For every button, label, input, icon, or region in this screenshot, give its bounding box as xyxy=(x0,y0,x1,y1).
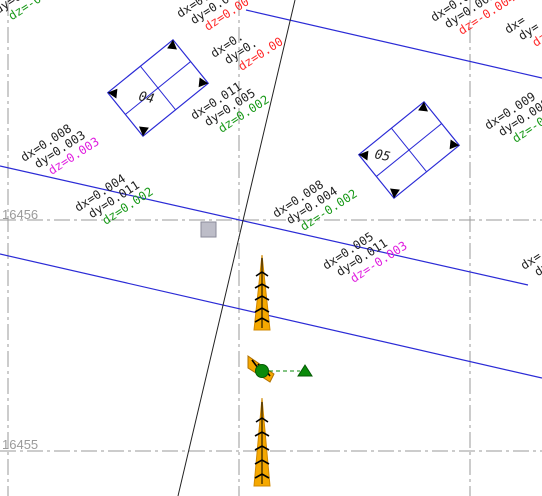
corner-arrowhead xyxy=(198,77,209,88)
direction-triangle-icon xyxy=(297,364,313,377)
box-center-line xyxy=(125,61,191,115)
annotation-top-left: dy=0.0dz=-0.0 xyxy=(0,0,56,27)
box-center-line xyxy=(376,123,442,177)
corner-arrowhead xyxy=(107,88,118,99)
survey-marker-bottom[interactable] xyxy=(253,397,271,487)
polyline-segment[interactable] xyxy=(245,9,542,79)
annotation-edge-right-top: dx=dy=dz= xyxy=(502,4,542,58)
annotation-center-2: dx=0.005dy=0.011dz=-0.003 xyxy=(320,217,410,295)
corner-arrowhead xyxy=(358,150,369,161)
annotation-edge-right-bottom: dx=dy=dz= xyxy=(518,240,542,294)
survey-marker-top[interactable] xyxy=(253,254,271,331)
line-group xyxy=(0,9,542,379)
box-label-04: 04 xyxy=(137,89,155,107)
spike-hatch xyxy=(254,271,270,323)
corner-arrowhead xyxy=(418,101,428,112)
annotation-right-1: dx=0.009dy=0.008dz=-0.0 xyxy=(482,85,542,155)
annotation-left-2: dx=0.004dy=0.011dz=0.002 xyxy=(72,163,156,237)
reference-line[interactable] xyxy=(177,0,296,496)
annotation-left-1: dx=0.008dy=0.003dz=0.003 xyxy=(18,113,102,187)
corner-arrowhead xyxy=(390,188,400,199)
spike-hatch xyxy=(254,417,270,479)
corner-arrowhead xyxy=(167,39,177,50)
deviation-annotations: dy=0.0dz=-0.0dx=0.0dy=0.0dz=0.00dx=0.dy=… xyxy=(0,0,542,295)
rectangle-box-05[interactable] xyxy=(357,100,461,200)
grey-square-point[interactable] xyxy=(200,221,217,238)
corner-arrowhead xyxy=(449,139,460,150)
station-point[interactable] xyxy=(247,355,313,383)
box-label-05: 05 xyxy=(373,147,392,165)
coordinate-label-upper: 16456 xyxy=(2,207,38,222)
station-green-dot xyxy=(255,364,269,378)
annotation-edge-right-bottom-line: dy= xyxy=(532,256,542,280)
rectangle-box-04[interactable] xyxy=(106,38,210,138)
annotation-center-1: dx=0.008dy=0.004dz=-0.002 xyxy=(270,165,360,243)
polyline-segment[interactable] xyxy=(0,253,542,379)
corner-arrowhead xyxy=(139,126,149,137)
coordinate-label-lower: 16455 xyxy=(2,437,38,452)
polyline-segment[interactable] xyxy=(0,165,529,286)
